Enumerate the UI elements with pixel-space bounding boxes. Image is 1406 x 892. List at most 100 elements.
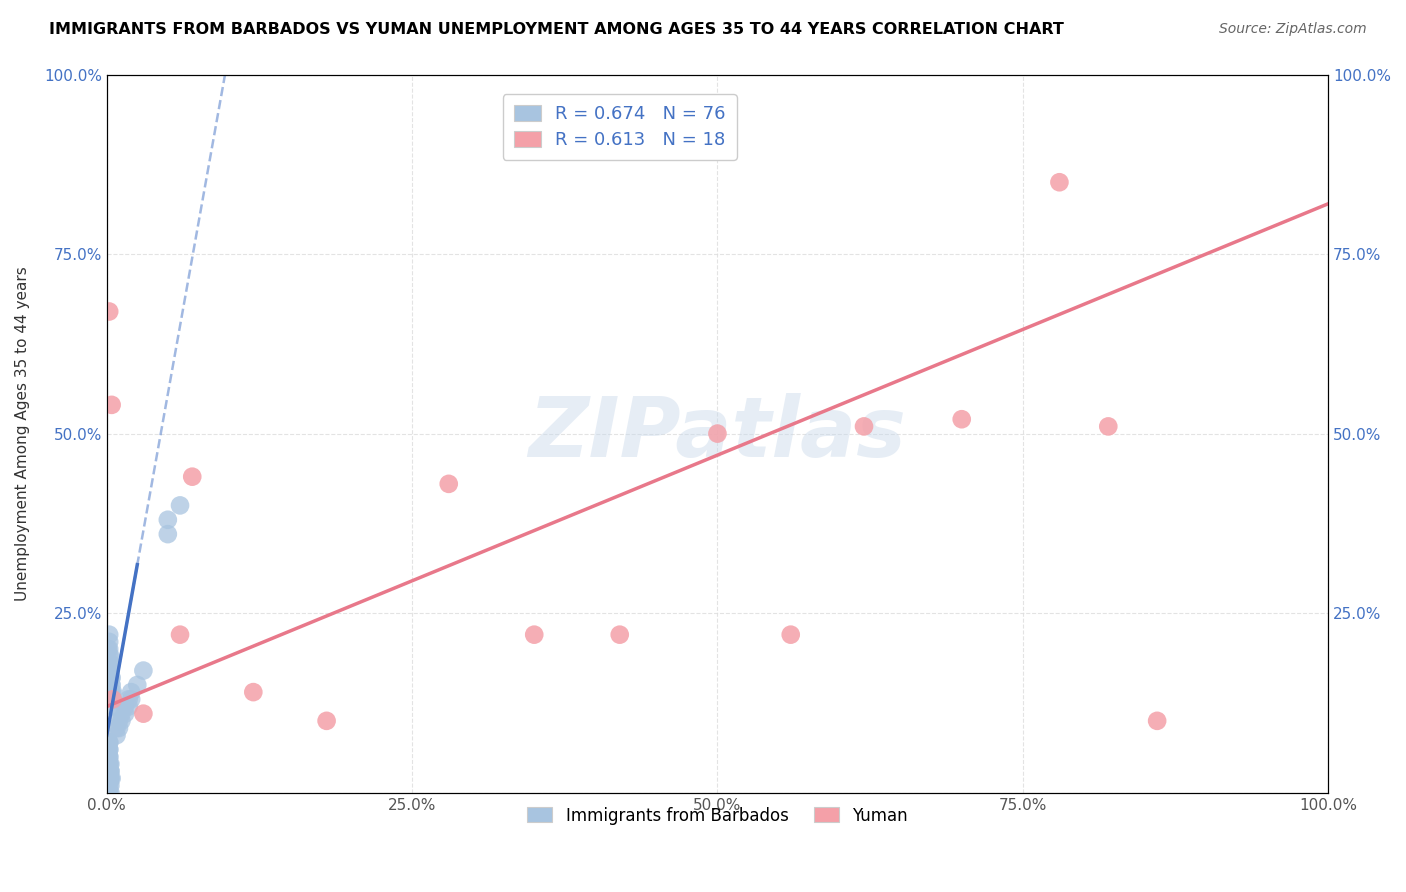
Point	[156, 513, 179, 527]
Point	[1049, 175, 1071, 189]
Point	[105, 728, 128, 742]
Point	[100, 779, 122, 793]
Point	[100, 772, 122, 786]
Point	[108, 721, 131, 735]
Point	[437, 476, 460, 491]
Point	[1146, 714, 1168, 728]
Point	[110, 706, 132, 721]
Point	[98, 764, 121, 778]
Point	[100, 764, 122, 778]
Point	[98, 749, 121, 764]
Point	[98, 735, 121, 749]
Point	[97, 764, 120, 778]
Point	[98, 657, 121, 671]
Point	[97, 764, 120, 778]
Point	[100, 649, 122, 664]
Point	[132, 706, 155, 721]
Point	[169, 628, 191, 642]
Point	[100, 786, 122, 800]
Point	[98, 642, 121, 657]
Point	[97, 756, 120, 771]
Text: IMMIGRANTS FROM BARBADOS VS YUMAN UNEMPLOYMENT AMONG AGES 35 TO 44 YEARS CORRELA: IMMIGRANTS FROM BARBADOS VS YUMAN UNEMPL…	[49, 22, 1064, 37]
Point	[120, 685, 142, 699]
Point	[523, 628, 546, 642]
Point	[100, 685, 122, 699]
Point	[100, 772, 122, 786]
Point	[97, 749, 120, 764]
Point	[98, 786, 121, 800]
Text: Source: ZipAtlas.com: Source: ZipAtlas.com	[1219, 22, 1367, 37]
Point	[132, 664, 155, 678]
Point	[120, 692, 142, 706]
Point	[100, 692, 122, 706]
Point	[950, 412, 973, 426]
Point	[98, 628, 121, 642]
Point	[118, 699, 141, 714]
Point	[100, 398, 122, 412]
Point	[100, 756, 122, 771]
Point	[609, 628, 631, 642]
Point	[101, 692, 124, 706]
Point	[97, 657, 120, 671]
Point	[97, 664, 120, 678]
Point	[98, 649, 121, 664]
Point	[242, 685, 264, 699]
Point	[97, 642, 120, 657]
Point	[110, 714, 132, 728]
Legend: Immigrants from Barbados, Yuman: Immigrants from Barbados, Yuman	[517, 797, 918, 835]
Point	[98, 735, 121, 749]
Point	[100, 671, 122, 685]
Text: ZIPatlas: ZIPatlas	[529, 393, 907, 474]
Point	[98, 742, 121, 756]
Point	[105, 721, 128, 735]
Point	[98, 756, 121, 771]
Point	[98, 664, 121, 678]
Point	[108, 714, 131, 728]
Point	[101, 685, 124, 699]
Point	[706, 426, 728, 441]
Point	[97, 779, 120, 793]
Point	[98, 635, 121, 649]
Point	[100, 678, 122, 692]
Point	[100, 678, 122, 692]
Point	[97, 742, 120, 756]
Point	[97, 772, 120, 786]
Point	[100, 664, 122, 678]
Point	[98, 764, 121, 778]
Point	[97, 749, 120, 764]
Point	[100, 685, 122, 699]
Point	[127, 678, 149, 692]
Point	[97, 735, 120, 749]
Point	[97, 786, 120, 800]
Point	[779, 628, 801, 642]
Point	[181, 469, 204, 483]
Point	[156, 527, 179, 541]
Point	[97, 756, 120, 771]
Point	[114, 699, 136, 714]
Point	[98, 749, 121, 764]
Point	[100, 671, 122, 685]
Point	[98, 756, 121, 771]
Point	[169, 499, 191, 513]
Y-axis label: Unemployment Among Ages 35 to 44 years: Unemployment Among Ages 35 to 44 years	[15, 266, 30, 601]
Point	[98, 756, 121, 771]
Point	[101, 692, 124, 706]
Point	[118, 692, 141, 706]
Point	[98, 772, 121, 786]
Point	[98, 772, 121, 786]
Point	[98, 779, 121, 793]
Point	[853, 419, 876, 434]
Point	[315, 714, 337, 728]
Point	[101, 699, 124, 714]
Point	[98, 304, 121, 318]
Point	[100, 764, 122, 778]
Point	[97, 664, 120, 678]
Point	[98, 671, 121, 685]
Point	[98, 742, 121, 756]
Point	[97, 735, 120, 749]
Point	[1097, 419, 1119, 434]
Point	[100, 657, 122, 671]
Point	[97, 742, 120, 756]
Point	[114, 706, 136, 721]
Point	[100, 772, 122, 786]
